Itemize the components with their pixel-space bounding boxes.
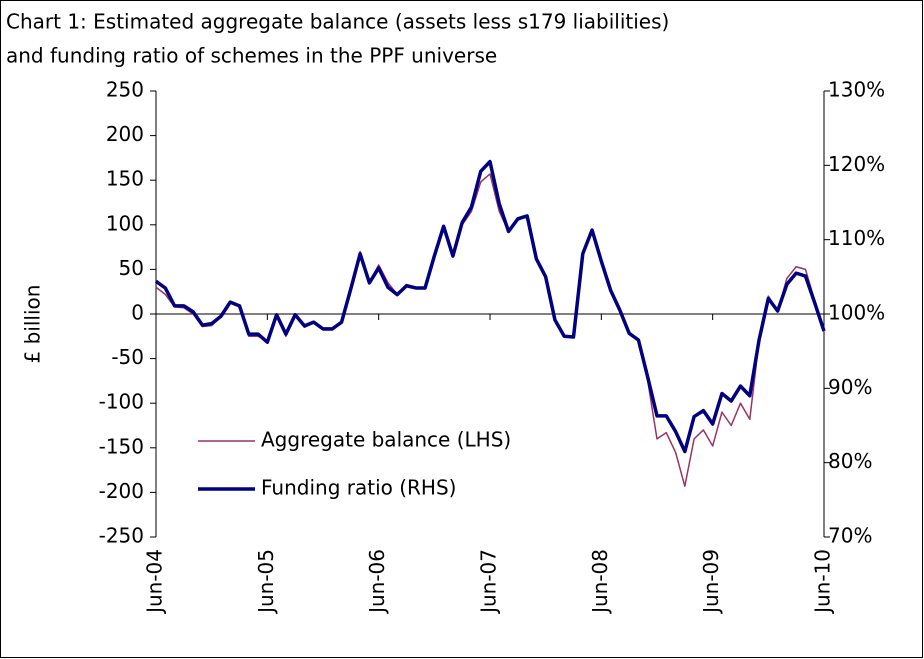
legend-label: Funding ratio (RHS) bbox=[261, 476, 456, 500]
x-tick-label: Jun-06 bbox=[365, 549, 389, 615]
y2-tick-label: 120% bbox=[828, 152, 885, 176]
y2-tick-label: 110% bbox=[828, 226, 885, 250]
y-axis-label: £ billion bbox=[21, 285, 45, 364]
y2-tick-label: 130% bbox=[828, 78, 885, 102]
x-tick-label: Jun-08 bbox=[588, 549, 612, 615]
y-tick-label: -250 bbox=[99, 524, 144, 548]
legend-label: Aggregate balance (LHS) bbox=[261, 428, 511, 452]
x-tick-label: Jun-05 bbox=[254, 549, 278, 615]
y-tick-label: -100 bbox=[99, 390, 144, 414]
chart-title: and funding ratio of schemes in the PPF … bbox=[6, 44, 497, 68]
y-tick-label: 200 bbox=[106, 122, 144, 146]
y2-tick-label: 100% bbox=[828, 301, 885, 325]
y2-tick-label: 90% bbox=[828, 375, 872, 399]
y2-tick-label: 80% bbox=[828, 449, 872, 473]
x-tick-label: Jun-07 bbox=[477, 549, 501, 615]
y-tick-label: 100 bbox=[106, 211, 144, 235]
x-tick-label: Jun-04 bbox=[143, 549, 167, 615]
series-line bbox=[154, 159, 826, 454]
y-tick-label: -50 bbox=[111, 345, 144, 369]
y-tick-label: 150 bbox=[106, 167, 144, 191]
y-tick-label: 50 bbox=[119, 256, 144, 280]
x-tick-label: Jun-10 bbox=[811, 549, 835, 615]
x-tick-label: Jun-09 bbox=[699, 549, 723, 615]
chart-title: Chart 1: Estimated aggregate balance (as… bbox=[6, 10, 669, 34]
y-tick-label: -200 bbox=[99, 479, 144, 503]
y2-tick-label: 70% bbox=[828, 524, 872, 548]
y-tick-label: 0 bbox=[131, 301, 144, 325]
y-tick-label: -150 bbox=[99, 434, 144, 458]
y-tick-label: 250 bbox=[106, 78, 144, 102]
